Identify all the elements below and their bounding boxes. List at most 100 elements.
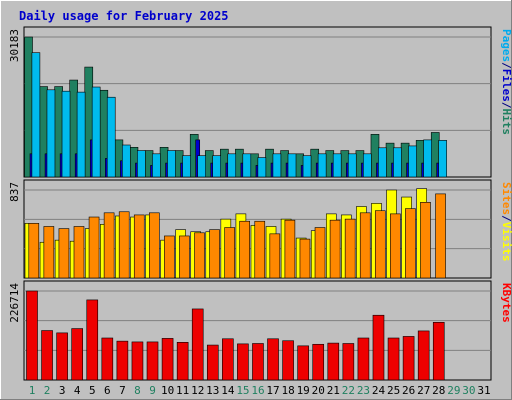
sites-bar [103, 212, 115, 279]
kbytes-bar [161, 338, 174, 381]
kbytes-bar [191, 308, 204, 381]
kbytes-bar [41, 330, 53, 381]
pages-bar [61, 90, 71, 178]
sites-bar [299, 238, 311, 279]
sites-bar [239, 220, 250, 279]
panel-visits-sites: 837 Sites/Visits [8, 179, 512, 279]
x-tick-label: 7 [119, 384, 126, 397]
side-legend: KBytes [500, 283, 512, 323]
sites-bar [435, 193, 446, 279]
kbytes-bar [282, 340, 294, 381]
sites-bar [284, 219, 296, 279]
x-tick-label: 30 [462, 384, 475, 397]
kbytes-bar [267, 338, 279, 381]
x-tick-label: 23 [357, 384, 370, 397]
side-legend-part: Sites [500, 182, 512, 215]
pages-bar [121, 144, 131, 178]
pages-bar [76, 91, 86, 178]
x-tick-label: 21 [327, 384, 340, 397]
x-tick-label: 31 [477, 384, 490, 397]
x-tick-label: 26 [402, 384, 415, 397]
kbytes-bar [237, 343, 249, 381]
sites-bar [118, 211, 130, 279]
pages-bar [302, 155, 312, 178]
sites-bar [194, 232, 205, 279]
kbytes-bar [327, 342, 340, 381]
y-max-label: 226714 [8, 283, 21, 323]
x-tick-label: 15 [236, 384, 249, 397]
kbytes-bar [357, 337, 370, 381]
kbytes-bar [86, 299, 99, 381]
chart-title: Daily usage for February 2025 [19, 9, 229, 23]
kbytes-bar [206, 344, 219, 381]
x-tick-label: 22 [342, 384, 355, 397]
kbytes-bar [402, 336, 415, 381]
kbytes-bar [146, 341, 159, 381]
pages-bar [287, 153, 297, 178]
sites-bar [405, 208, 416, 279]
x-tick-label: 18 [282, 384, 295, 397]
kbytes-bar [222, 338, 234, 381]
pages-bar [227, 153, 237, 178]
sites-bar [269, 233, 281, 279]
side-legend-part: / [500, 215, 512, 222]
kbytes-bar [387, 337, 400, 381]
x-tick-label: 6 [104, 384, 111, 397]
kbytes-bar [131, 341, 144, 381]
sites-bar [224, 227, 235, 279]
x-axis: 1 2 3 4 5 6 7 8 9 10 11 12 13 14 15 16 17 18 19 20 21 22 23 24 2… [29, 384, 491, 397]
x-tick-label: 17 [266, 384, 279, 397]
sites-bar [420, 202, 431, 279]
panel-hits-files-pages: 30183 Pages/Files/Hits [8, 26, 512, 178]
sites-bar [314, 227, 326, 279]
pages-bar [106, 96, 116, 178]
pages-bar [393, 147, 402, 178]
side-legend-part: Pages [500, 29, 512, 62]
x-tick-label: 3 [59, 384, 66, 397]
pages-bar [438, 140, 447, 178]
kbytes-bar [432, 321, 445, 381]
kbytes-bar [176, 342, 189, 381]
pages-bar [167, 150, 176, 178]
sites-bar [209, 229, 220, 279]
x-tick-label: 10 [161, 384, 174, 397]
panel-kbytes: 226714 KBytes [8, 280, 512, 381]
pages-bar [317, 153, 327, 178]
sites-bar [58, 228, 70, 279]
kbytes-bar [101, 337, 114, 381]
x-tick-label: 8 [134, 384, 141, 397]
kbytes-bar [71, 328, 83, 381]
x-tick-label: 9 [149, 384, 156, 397]
sites-bar [374, 210, 386, 279]
pages-bar [137, 150, 146, 178]
x-tick-label: 28 [432, 384, 445, 397]
sites-bar [344, 218, 356, 279]
side-legend-part: Hits [500, 109, 512, 136]
x-tick-label: 2 [44, 384, 51, 397]
pages-bar [242, 153, 252, 178]
sites-bar [359, 212, 371, 279]
x-tick-label: 29 [447, 384, 460, 397]
sites-bar [329, 219, 341, 279]
kbytes-bar [312, 343, 325, 381]
sites-bar [179, 235, 190, 279]
side-legend: Sites/Visits [500, 182, 512, 262]
pages-bar [423, 139, 432, 178]
pages-bar [182, 155, 191, 178]
sites-bar [149, 212, 160, 279]
pages-bar [46, 89, 56, 178]
side-legend-part: Visits [500, 222, 512, 262]
side-legend-part: / [500, 102, 512, 109]
x-tick-label: 27 [417, 384, 430, 397]
x-tick-label: 12 [191, 384, 204, 397]
kbytes-bar [372, 314, 385, 381]
pages-bar [363, 153, 372, 178]
kbytes-bar [116, 340, 129, 381]
sites-bar [73, 226, 85, 279]
y-max-label: 837 [8, 182, 21, 202]
sites-bar [164, 235, 175, 279]
sites-bar [133, 214, 145, 279]
x-tick-label: 13 [206, 384, 219, 397]
